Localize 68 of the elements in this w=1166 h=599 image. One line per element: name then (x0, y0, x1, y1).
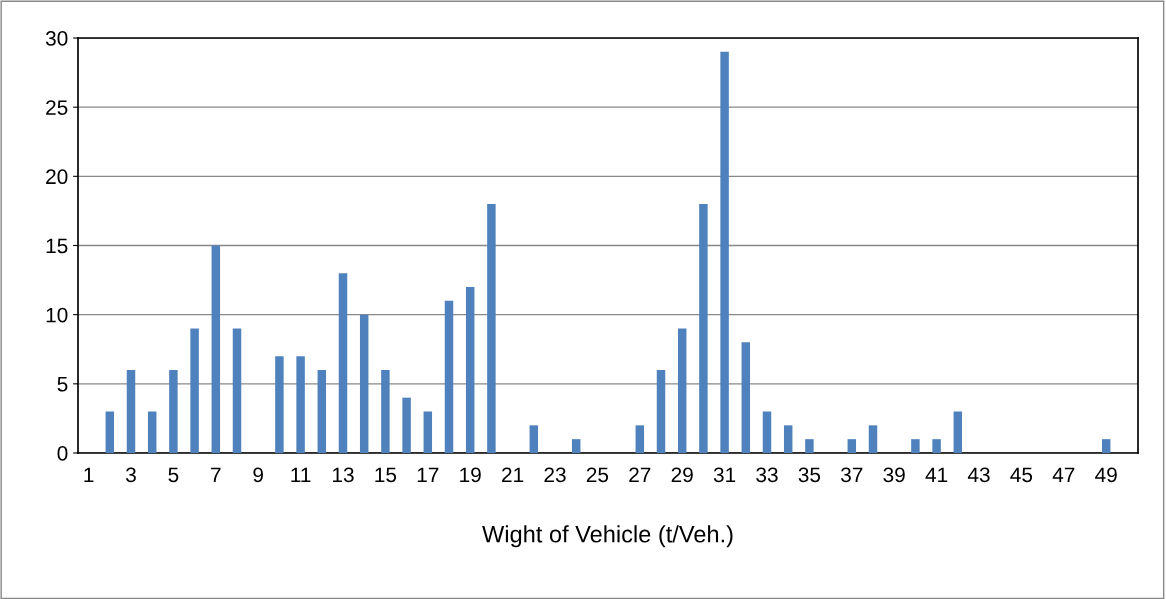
x-tick-label: 43 (967, 467, 990, 483)
bar (847, 439, 857, 453)
x-tick-label: 27 (629, 467, 651, 482)
x-tick-label: 13 (333, 467, 354, 483)
bar (169, 370, 178, 453)
bar (635, 425, 645, 453)
x-tick-label: 3 (126, 467, 136, 483)
x-tick-label: 41 (925, 467, 948, 482)
bar (359, 314, 369, 453)
bar (381, 370, 390, 453)
x-tick-label: 47 (1052, 467, 1075, 482)
bar (741, 342, 751, 453)
bar (805, 439, 814, 453)
bar (699, 204, 708, 453)
bar (190, 328, 199, 453)
x-tick-label: 29 (671, 467, 693, 483)
x-tick-label: 39 (883, 467, 905, 483)
y-tick-label: 15 (46, 238, 68, 254)
y-tick-label: 0 (57, 446, 68, 461)
x-tick-label: 37 (841, 467, 863, 483)
x-tick-label: 23 (544, 467, 566, 483)
x-tick-label: 35 (798, 467, 821, 483)
x-tick-label: 31 (713, 467, 736, 483)
bar (571, 439, 581, 453)
x-tick-label: 21 (502, 467, 524, 482)
y-tick-label: 25 (46, 100, 68, 115)
bar (953, 411, 963, 453)
bar (126, 370, 136, 453)
y-tick-label: 5 (57, 377, 68, 392)
x-tick-label: 33 (756, 467, 778, 483)
y-tick-label: 20 (46, 169, 68, 185)
bar (720, 51, 729, 453)
x-tick-label: 5 (168, 467, 179, 483)
bar (232, 328, 242, 453)
x-tick-label: 15 (375, 467, 397, 483)
x-tick-label: 11 (291, 467, 311, 482)
bar (677, 328, 687, 453)
bar (444, 300, 454, 453)
bar (105, 411, 115, 453)
x-tick-label: 49 (1095, 467, 1117, 483)
x-axis-title: Wight of Vehicle (t/Veh.) (482, 525, 733, 548)
bar (275, 356, 284, 453)
y-tick-label: 30 (45, 31, 68, 46)
bar (296, 356, 305, 453)
bar (868, 425, 878, 453)
x-tick-label: 25 (586, 467, 609, 483)
bar (656, 370, 666, 453)
bar (932, 439, 941, 453)
x-tick-label: 1 (84, 467, 94, 482)
x-tick-label: 7 (211, 467, 221, 482)
bar (211, 245, 221, 453)
bar (529, 425, 539, 453)
bar (423, 411, 433, 453)
y-tick-label: 10 (46, 307, 68, 323)
bar (338, 273, 348, 453)
bar (317, 370, 327, 453)
bar (465, 287, 475, 453)
bar (783, 425, 793, 453)
bar (147, 411, 157, 453)
x-tick-label: 9 (253, 467, 264, 483)
bar (402, 397, 411, 453)
x-tick-label: 19 (460, 467, 481, 483)
x-tick-label: 45 (1010, 467, 1033, 483)
bar (487, 204, 496, 453)
x-tick-label: 17 (417, 467, 439, 482)
bar (762, 411, 772, 453)
bar (1101, 439, 1111, 453)
bar (911, 439, 920, 453)
